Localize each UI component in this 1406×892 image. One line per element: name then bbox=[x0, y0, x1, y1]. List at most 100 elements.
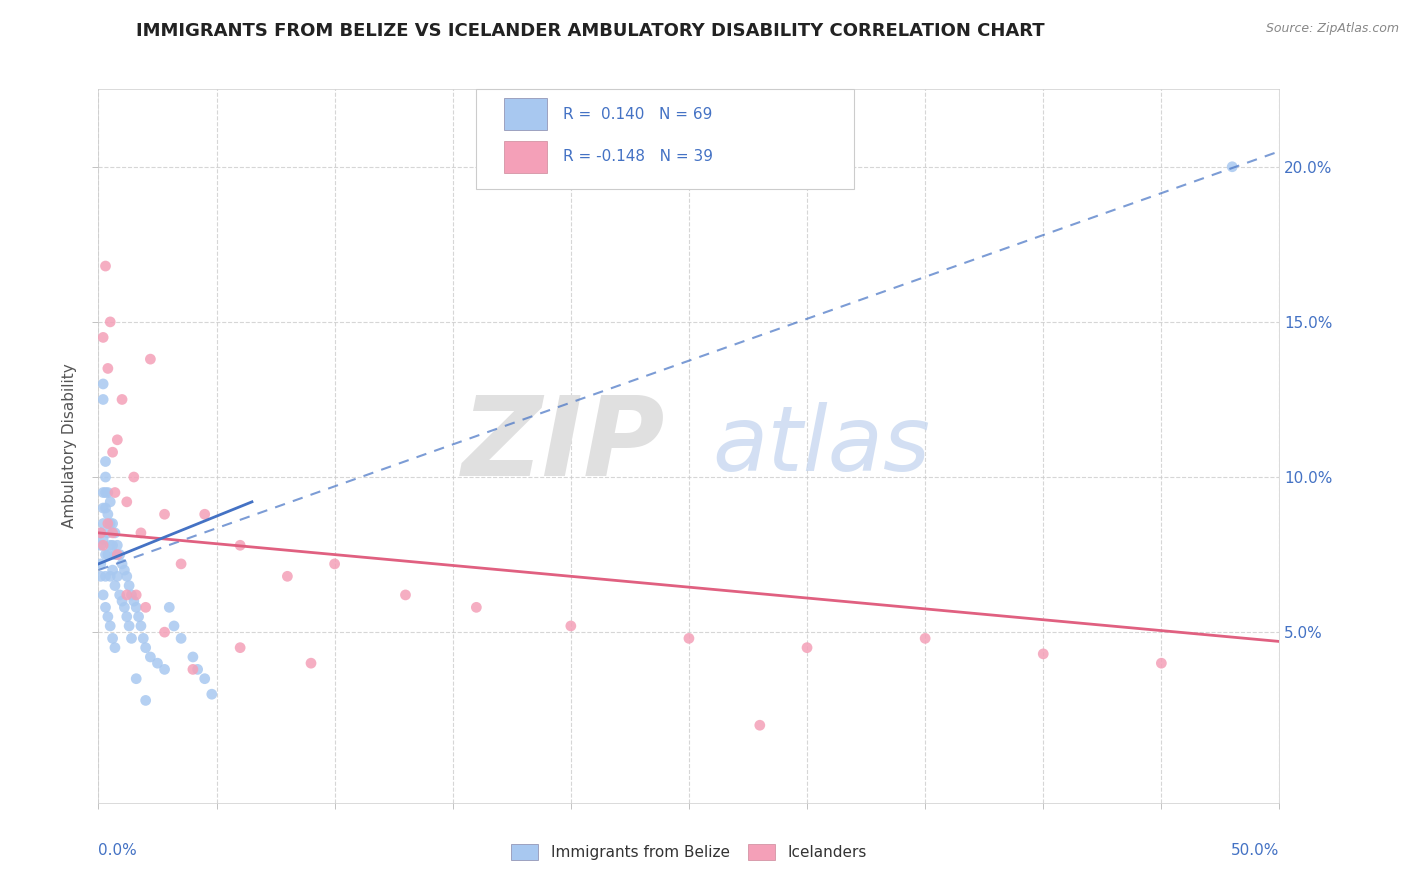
Point bbox=[129, 619, 152, 633]
Point bbox=[194, 508, 217, 522]
Point bbox=[170, 632, 193, 646]
Point bbox=[101, 563, 124, 577]
Point bbox=[90, 538, 112, 552]
FancyBboxPatch shape bbox=[503, 98, 547, 130]
Point bbox=[115, 495, 138, 509]
Point bbox=[146, 656, 169, 670]
Point bbox=[104, 485, 127, 500]
Point bbox=[796, 640, 818, 655]
Point bbox=[94, 569, 117, 583]
Point bbox=[139, 650, 162, 665]
Point bbox=[104, 640, 127, 655]
Point bbox=[97, 508, 120, 522]
Point bbox=[97, 485, 120, 500]
Point bbox=[299, 656, 322, 670]
Point bbox=[111, 392, 134, 407]
Point bbox=[104, 548, 127, 562]
Point bbox=[94, 470, 117, 484]
Point bbox=[90, 525, 112, 540]
Point bbox=[157, 600, 180, 615]
FancyBboxPatch shape bbox=[503, 141, 547, 173]
Y-axis label: Ambulatory Disability: Ambulatory Disability bbox=[62, 364, 77, 528]
Point bbox=[129, 525, 152, 540]
Text: R =  0.140   N = 69: R = 0.140 N = 69 bbox=[562, 107, 711, 121]
Point bbox=[229, 640, 252, 655]
Point bbox=[170, 557, 193, 571]
Point bbox=[139, 352, 162, 367]
Point bbox=[111, 557, 134, 571]
Point bbox=[125, 672, 148, 686]
Point bbox=[94, 454, 117, 468]
Point bbox=[105, 548, 128, 562]
Point bbox=[104, 525, 127, 540]
Point bbox=[1150, 656, 1173, 670]
Point bbox=[101, 525, 124, 540]
Point bbox=[108, 588, 131, 602]
Point bbox=[125, 600, 148, 615]
Point bbox=[94, 259, 117, 273]
Point bbox=[128, 609, 150, 624]
Point bbox=[105, 433, 128, 447]
Point bbox=[97, 525, 120, 540]
Point bbox=[98, 619, 121, 633]
Point bbox=[181, 662, 204, 676]
Point bbox=[163, 619, 186, 633]
Point bbox=[748, 718, 770, 732]
Point bbox=[91, 532, 114, 546]
Text: IMMIGRANTS FROM BELIZE VS ICELANDER AMBULATORY DISABILITY CORRELATION CHART: IMMIGRANTS FROM BELIZE VS ICELANDER AMBU… bbox=[136, 22, 1045, 40]
Text: 50.0%: 50.0% bbox=[1232, 843, 1279, 858]
Point bbox=[115, 569, 138, 583]
Point bbox=[187, 662, 209, 676]
Point bbox=[201, 687, 224, 701]
Point bbox=[153, 508, 176, 522]
Point bbox=[105, 569, 128, 583]
Point bbox=[229, 538, 252, 552]
Point bbox=[194, 672, 217, 686]
Point bbox=[94, 600, 117, 615]
Legend: Immigrants from Belize, Icelanders: Immigrants from Belize, Icelanders bbox=[505, 838, 873, 866]
Point bbox=[135, 693, 157, 707]
Text: ZIP: ZIP bbox=[461, 392, 665, 500]
Point bbox=[94, 548, 117, 562]
Point bbox=[98, 516, 121, 531]
Point bbox=[98, 538, 121, 552]
Point bbox=[1032, 647, 1054, 661]
Point bbox=[465, 600, 488, 615]
Point bbox=[101, 516, 124, 531]
Point bbox=[101, 538, 124, 552]
Point bbox=[104, 579, 127, 593]
Point bbox=[118, 579, 141, 593]
Point bbox=[1220, 160, 1243, 174]
Point bbox=[97, 361, 120, 376]
Point bbox=[115, 609, 138, 624]
Point bbox=[121, 588, 143, 602]
Point bbox=[115, 588, 138, 602]
Point bbox=[132, 632, 155, 646]
Point bbox=[94, 501, 117, 516]
Point bbox=[108, 548, 131, 562]
Point bbox=[323, 557, 346, 571]
Point bbox=[97, 609, 120, 624]
Point bbox=[90, 557, 112, 571]
Point bbox=[91, 485, 114, 500]
Point bbox=[90, 525, 112, 540]
Point bbox=[91, 376, 114, 391]
Text: 0.0%: 0.0% bbox=[98, 843, 138, 858]
FancyBboxPatch shape bbox=[477, 89, 855, 189]
Point bbox=[91, 501, 114, 516]
Text: Source: ZipAtlas.com: Source: ZipAtlas.com bbox=[1265, 22, 1399, 36]
Point bbox=[98, 495, 121, 509]
Point bbox=[394, 588, 416, 602]
Point bbox=[118, 619, 141, 633]
Point bbox=[153, 662, 176, 676]
Point bbox=[112, 600, 135, 615]
Point bbox=[122, 470, 145, 484]
Text: atlas: atlas bbox=[713, 402, 931, 490]
Point bbox=[90, 569, 112, 583]
Point bbox=[914, 632, 936, 646]
Point bbox=[97, 516, 120, 531]
Point bbox=[101, 445, 124, 459]
Point bbox=[121, 632, 143, 646]
Point bbox=[153, 625, 176, 640]
Point bbox=[91, 538, 114, 552]
